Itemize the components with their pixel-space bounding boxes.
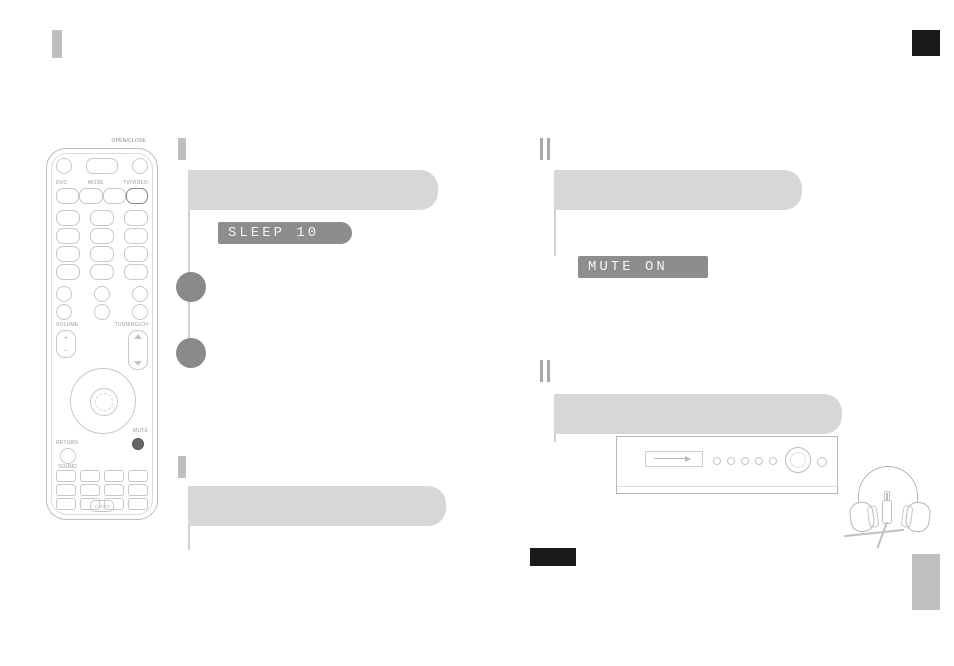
label-mute: MUTE: [133, 428, 148, 434]
panel-display: [645, 451, 703, 467]
num-4[interactable]: [56, 228, 80, 244]
play-button[interactable]: [94, 286, 110, 302]
open-close-button[interactable]: [132, 158, 148, 174]
arrow-right-icon: [654, 458, 690, 459]
note-tag: [530, 548, 576, 566]
skip-fwd-button[interactable]: [132, 286, 148, 302]
page-accent-bar: [52, 30, 62, 58]
headphone-ear-icon: [848, 500, 876, 533]
front-panel: [616, 436, 838, 494]
fn-btn-c1[interactable]: [56, 498, 76, 510]
side-thumb-tab: [912, 554, 940, 610]
num-ent[interactable]: [124, 264, 148, 280]
fn-btn-a1[interactable]: [56, 470, 76, 482]
chevron-up-icon: [134, 334, 142, 339]
label-tvvideo: TV/VIDEO: [123, 180, 148, 186]
label-tuner: TUNER: [90, 500, 114, 512]
headphone-ear-icon: [904, 500, 932, 533]
lcd-text: MUTE ON: [588, 259, 668, 275]
power-button[interactable]: [56, 158, 72, 174]
panel-button[interactable]: [727, 457, 735, 465]
mode-btn-3[interactable]: [103, 188, 126, 204]
lcd-display: MUTE ON: [578, 256, 708, 278]
num-5[interactable]: [90, 228, 114, 244]
instruction-capsule: [554, 170, 802, 210]
channel-rocker[interactable]: [128, 330, 148, 370]
section-marker: [178, 138, 186, 160]
section-marker: [540, 138, 550, 160]
volume-rocker[interactable]: +−: [56, 330, 76, 358]
lcd-text: SLEEP 10: [228, 225, 319, 241]
fn-btn-b2[interactable]: [80, 484, 100, 496]
num-2[interactable]: [90, 210, 114, 226]
fn-btn-b3[interactable]: [104, 484, 124, 496]
mode-btn-2[interactable]: [79, 188, 102, 204]
remote-illustration: OPEN/CLOSE DVD MODE TV/VIDEO: [46, 148, 158, 520]
instruction-capsule: [188, 486, 446, 526]
label-volume: VOLUME: [56, 322, 78, 328]
return-button[interactable]: [60, 448, 76, 464]
num-3[interactable]: [124, 210, 148, 226]
num-0[interactable]: [90, 264, 114, 280]
page-number-tab: [912, 30, 940, 56]
label-dvd: DVD: [56, 180, 67, 186]
chevron-down-icon: [134, 361, 142, 366]
step-number-1: [176, 272, 206, 302]
fn-btn-b4[interactable]: [128, 484, 148, 496]
mode-btn-1[interactable]: [56, 188, 79, 204]
step-number-2: [176, 338, 206, 368]
headphones-icon: [850, 466, 930, 554]
panel-button[interactable]: [817, 457, 827, 467]
label-mode: MODE: [88, 180, 104, 186]
stop-button[interactable]: [94, 304, 110, 320]
panel-button[interactable]: [755, 457, 763, 465]
lcd-display: SLEEP 10: [218, 222, 352, 244]
num-1[interactable]: [56, 210, 80, 226]
headphone-pad-icon: [900, 505, 913, 528]
mute-button[interactable]: [132, 438, 144, 450]
label-open-close: OPEN/CLOSE: [111, 138, 146, 144]
mode-btn-4[interactable]: [126, 188, 148, 204]
skip-back-button[interactable]: [56, 286, 72, 302]
num-9[interactable]: [124, 246, 148, 262]
fn-btn-b1[interactable]: [56, 484, 76, 496]
page: OPEN/CLOSE DVD MODE TV/VIDEO: [0, 0, 954, 666]
fn-btn-a2[interactable]: [80, 470, 100, 482]
num-ext[interactable]: [56, 264, 80, 280]
fn-btn-c4[interactable]: [128, 498, 148, 510]
volume-knob[interactable]: [785, 447, 811, 473]
section-marker: [178, 456, 186, 478]
rew-button[interactable]: [56, 304, 72, 320]
panel-button[interactable]: [713, 457, 721, 465]
num-6[interactable]: [124, 228, 148, 244]
num-8[interactable]: [90, 246, 114, 262]
panel-button[interactable]: [769, 457, 777, 465]
fn-btn-a3[interactable]: [104, 470, 124, 482]
device-illustration: [616, 436, 910, 556]
tv-dvd-switch[interactable]: [86, 158, 118, 174]
num-7[interactable]: [56, 246, 80, 262]
label-return: RETURN: [56, 440, 78, 446]
ff-button[interactable]: [132, 304, 148, 320]
instruction-capsule: [554, 394, 842, 434]
instruction-capsule: [188, 170, 438, 210]
panel-bevel: [617, 486, 837, 493]
dpad[interactable]: [70, 368, 136, 434]
fn-btn-a4[interactable]: [128, 470, 148, 482]
panel-button[interactable]: [741, 457, 749, 465]
enter-button[interactable]: [90, 388, 118, 416]
label-tunning: TUNNING/CH: [115, 322, 148, 328]
section-marker: [540, 360, 550, 382]
